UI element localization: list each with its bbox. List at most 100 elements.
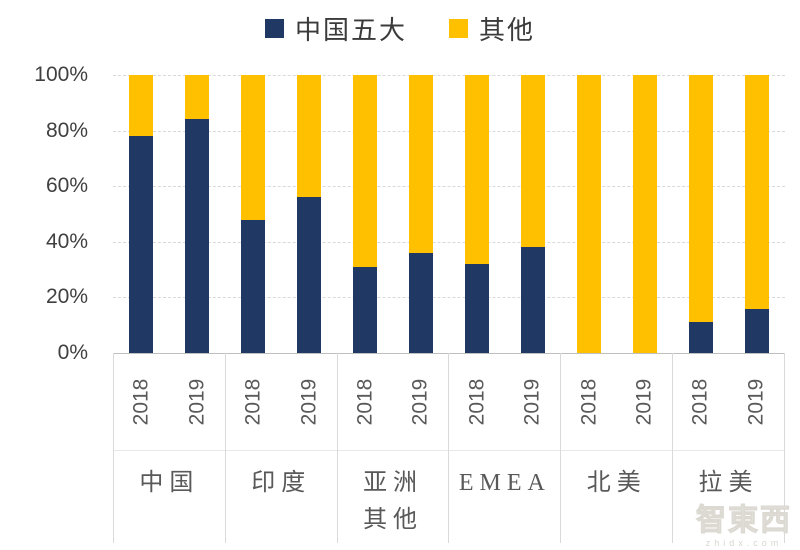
group-name-row: EMEA xyxy=(449,451,560,543)
segment-china-top5 xyxy=(465,264,489,353)
group-name-row: 亚洲 其他 xyxy=(338,451,449,543)
bar-cell xyxy=(281,75,337,353)
year-tick-label: 2019 xyxy=(408,378,432,425)
year-cell: 2019 xyxy=(505,353,560,450)
legend-swatch-other-icon xyxy=(449,18,468,38)
year-cell: 2018 xyxy=(449,353,504,450)
year-label-row: 2018 2019 xyxy=(114,353,225,451)
segment-china-top5 xyxy=(409,252,433,353)
year-tick-label: 2019 xyxy=(744,378,768,425)
segment-other xyxy=(129,75,153,137)
year-cell: 2019 xyxy=(617,353,672,450)
y-tick-label: 100% xyxy=(34,63,88,86)
stacked-bar-2018 xyxy=(241,75,265,353)
bar-cell xyxy=(113,75,169,353)
bar-cell xyxy=(225,75,281,353)
category-group: 2018 2019 北美 xyxy=(560,353,673,543)
bar-cell xyxy=(617,75,673,353)
segment-other xyxy=(689,75,713,323)
segment-china-top5 xyxy=(353,266,377,353)
year-tick-label: 2019 xyxy=(632,378,656,425)
category-group: 2018 2019 亚洲 其他 xyxy=(336,353,449,543)
segment-china-top5 xyxy=(185,119,209,353)
year-tick-label: 2018 xyxy=(129,378,153,425)
segment-other xyxy=(577,75,601,353)
bar-cell xyxy=(169,75,225,353)
legend-label-other: 其他 xyxy=(479,15,536,45)
stacked-bar-2018 xyxy=(465,75,489,353)
category-group: 2018 2019 印度 xyxy=(224,353,337,543)
category-axis: 2018 2019 中国 2018 2019 印度 2018 2019 亚洲 其他 2018 201… xyxy=(113,353,785,543)
chart-legend: 中国五大 其他 xyxy=(0,10,800,46)
stacked-bar-2019 xyxy=(297,75,321,353)
group-name-row: 印度 xyxy=(226,451,337,543)
stacked-bar-2018 xyxy=(353,75,377,353)
gridline xyxy=(113,130,785,132)
year-cell: 2018 xyxy=(673,353,728,450)
segment-china-top5 xyxy=(689,322,713,353)
segment-china-top5 xyxy=(521,247,545,353)
group-name-label: 印度 xyxy=(251,470,312,496)
bar-cell xyxy=(449,75,505,353)
stacked-bar-2019 xyxy=(521,75,545,353)
year-tick-label: 2018 xyxy=(577,378,601,425)
group-name-label: EMEA xyxy=(458,470,551,496)
year-cell: 2018 xyxy=(226,353,281,450)
stacked-bar-2019 xyxy=(185,75,209,353)
year-tick-label: 2019 xyxy=(185,378,209,425)
year-tick-label: 2019 xyxy=(296,378,320,425)
group-name-label: 拉美 xyxy=(698,470,759,496)
segment-other xyxy=(633,75,657,353)
segment-other xyxy=(745,75,769,309)
bar-cell xyxy=(561,75,617,353)
y-tick-label: 20% xyxy=(45,285,88,309)
y-tick-label: 0% xyxy=(57,341,88,364)
y-tick-label: 60% xyxy=(45,174,88,198)
y-axis: 100% 80% 60% 40% 20% 0% xyxy=(0,63,88,364)
year-cell: 2019 xyxy=(281,353,336,450)
segment-other xyxy=(409,75,433,253)
group-name-row: 拉美 xyxy=(673,451,784,543)
group-name-row: 北美 xyxy=(561,451,672,543)
stacked-bar-2018 xyxy=(689,75,713,353)
group-name-row: 中国 xyxy=(114,451,225,543)
group-name-label: 亚洲 其他 xyxy=(363,470,424,534)
year-tick-label: 2018 xyxy=(241,378,265,425)
segment-china-top5 xyxy=(129,136,153,353)
segment-other xyxy=(465,75,489,265)
group-name-label: 中国 xyxy=(139,470,200,496)
year-label-row: 2018 2019 xyxy=(225,353,337,451)
stacked-bar-2019 xyxy=(409,75,433,353)
year-label-row: 2018 2019 xyxy=(337,353,449,451)
year-label-row: 2018 2019 xyxy=(449,353,561,451)
segment-other xyxy=(297,75,321,198)
legend-label-china-top5: 中国五大 xyxy=(294,15,407,45)
category-group: 2018 2019 拉美 xyxy=(672,353,785,543)
bar-cell xyxy=(337,75,393,353)
year-cell: 2018 xyxy=(338,353,393,450)
year-label-row: 2018 2019 xyxy=(673,353,784,451)
segment-china-top5 xyxy=(745,308,769,353)
stacked-bar-2019 xyxy=(745,75,769,353)
stacked-bar-2018 xyxy=(129,75,153,353)
bar-cell xyxy=(673,75,729,353)
gridline xyxy=(113,241,785,243)
gridline xyxy=(113,75,785,76)
stacked-bar-2018 xyxy=(577,75,601,353)
year-label-row: 2018 2019 xyxy=(561,353,673,451)
segment-other xyxy=(185,75,209,120)
segment-china-top5 xyxy=(297,197,321,353)
year-tick-label: 2019 xyxy=(520,378,544,425)
category-group: 2018 2019 EMEA xyxy=(448,353,561,543)
year-cell: 2019 xyxy=(393,353,448,450)
stacked-bar-2019 xyxy=(633,75,657,353)
legend-item-china-top5: 中国五大 xyxy=(264,10,407,47)
segment-other xyxy=(353,75,377,267)
segment-china-top5 xyxy=(241,219,265,353)
segment-other xyxy=(241,75,265,220)
bars-container xyxy=(113,75,785,353)
y-tick-label: 40% xyxy=(45,229,88,253)
gridline xyxy=(113,297,785,299)
bar-cell xyxy=(505,75,561,353)
year-cell: 2019 xyxy=(729,353,784,450)
